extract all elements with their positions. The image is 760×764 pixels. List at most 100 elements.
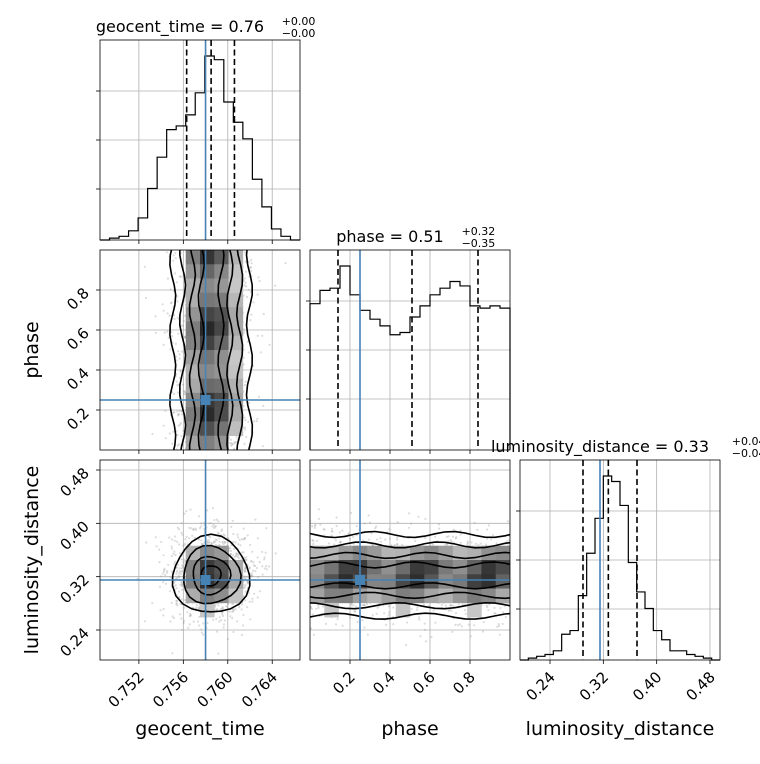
sample-point [450,540,453,543]
sample-point [246,295,249,299]
sample-point [235,440,238,444]
sample-point [154,331,157,334]
sample-point [312,633,316,636]
sample-point [246,534,249,537]
sample-point [376,606,379,609]
sample-point [223,534,226,537]
sample-point [244,599,247,602]
sample-point [183,619,186,623]
sample-point [143,265,146,268]
sample-point [214,540,217,543]
sample-point [235,554,238,557]
histogram-line [520,475,720,661]
sample-point [182,621,185,625]
sample-point [208,522,211,525]
sample-point [177,576,180,579]
title-subscript: −0.04 [732,447,760,460]
density-cell [214,574,229,589]
sample-point [417,515,420,518]
sample-point [387,605,390,608]
density-cell [381,588,397,604]
sample-point [195,606,198,609]
density-cell [310,560,325,575]
sample-point [188,537,191,540]
sample-point [244,419,247,422]
sample-point [151,432,154,436]
sample-point [253,420,256,423]
sample-point [237,557,241,560]
sample-point [174,252,177,255]
sample-point [385,623,388,627]
sample-point [158,548,161,551]
sample-point [217,604,220,607]
truth-marker [200,575,211,585]
sample-point [164,437,167,440]
sample-point [216,608,219,611]
panel-frame [519,459,721,661]
sample-point [189,508,192,511]
y-tick-label: 0.48 [56,464,92,500]
sample-point [464,609,467,612]
sample-point [174,257,177,260]
density-cell [338,574,354,589]
sample-point [330,534,333,537]
sample-point [244,281,247,284]
sample-point [245,285,248,288]
density-cell [452,588,468,604]
sample-point [180,598,183,601]
sample-point [248,600,251,603]
sample-point [168,432,171,435]
sample-point [347,532,350,535]
x-tick-label: 0.2 [329,668,359,698]
sample-point [257,576,260,579]
sample-point [173,411,176,414]
sample-point [171,442,174,445]
sample-point [171,570,174,573]
sample-point [350,604,353,607]
sample-point [327,542,331,545]
sample-point [223,619,226,622]
sample-point [265,527,268,530]
density-cell [214,421,229,437]
sample-point [213,527,216,530]
sample-point [355,605,358,608]
sample-point [177,332,180,335]
sample-point [450,609,453,613]
sample-point [180,580,183,583]
sample-point [229,549,233,553]
sample-point [493,606,496,610]
sample-point [178,409,181,412]
sample-point [173,562,176,565]
sample-point [238,606,241,609]
sample-point [246,581,249,584]
sample-point [458,623,461,626]
sample-point [180,410,183,413]
sample-point [323,528,326,531]
sample-point [246,575,249,578]
density-cell [467,588,482,604]
sample-point [183,598,187,602]
sample-point [261,550,264,554]
sample-point [384,538,387,541]
sample-point [235,552,238,555]
sample-point [256,596,259,599]
sample-point [165,251,168,254]
sample-point [181,584,184,587]
sample-point [244,576,247,579]
y-tick-label: 0.32 [56,571,92,607]
sample-point [310,627,313,630]
contour-line [171,533,251,613]
sample-point [179,370,182,373]
sample-point [162,424,165,427]
sample-point [379,537,382,540]
density-cell [367,588,382,604]
sample-point [218,540,221,544]
sample-point [268,565,271,568]
scatter-panel-geocent_time-luminosity_distance [99,459,301,661]
sample-point [368,538,371,541]
sample-point [251,569,255,572]
sample-point [180,558,183,561]
sample-point [221,606,224,609]
sample-point [176,563,180,566]
sample-point [240,538,244,541]
